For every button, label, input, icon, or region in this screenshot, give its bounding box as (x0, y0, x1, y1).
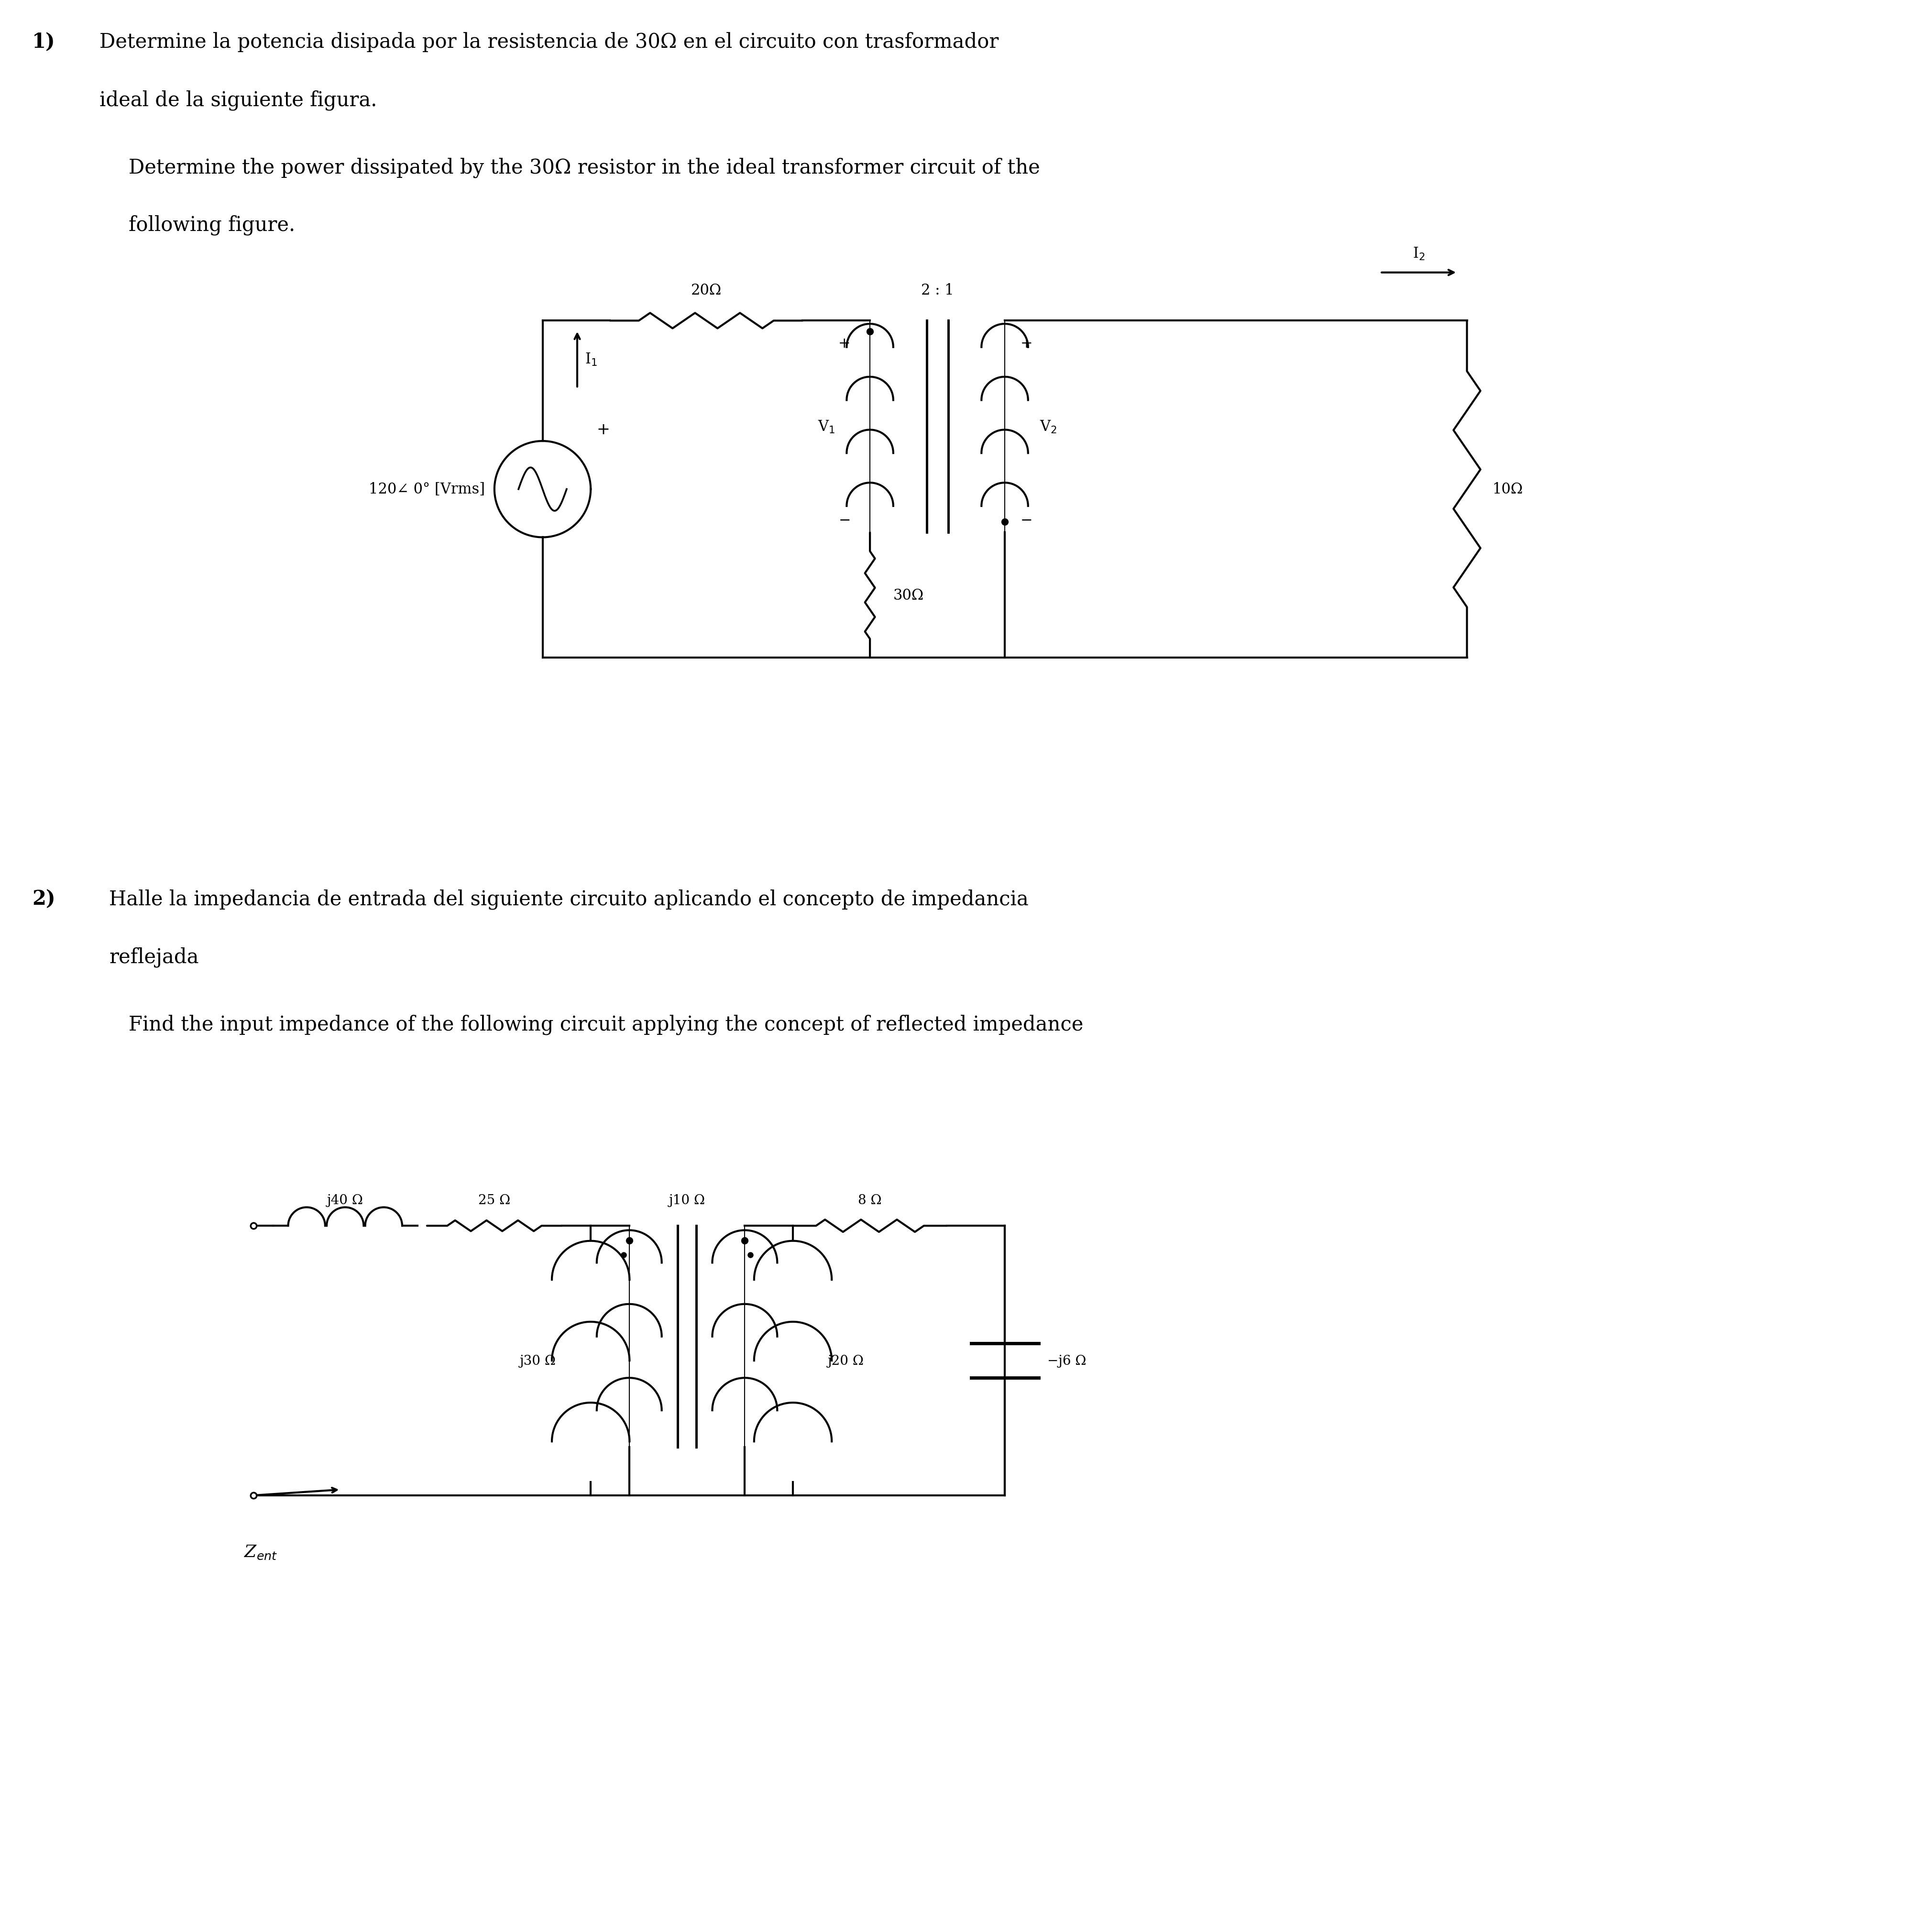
Text: +: + (838, 336, 850, 350)
Text: j40 Ω: j40 Ω (327, 1194, 363, 1208)
Text: −: − (1020, 514, 1032, 527)
Text: Z$_{ent}$: Z$_{ent}$ (243, 1544, 278, 1561)
Text: +: + (1020, 336, 1032, 350)
Text: 30Ω: 30Ω (893, 587, 923, 603)
Text: 1): 1) (33, 33, 56, 52)
Text: I$_1$: I$_1$ (585, 352, 597, 367)
Text: reflejada: reflejada (110, 947, 199, 968)
Text: 8 Ω: 8 Ω (858, 1194, 881, 1208)
Text: Determine la potencia disipada por la resistencia de 30Ω en el circuito con tras: Determine la potencia disipada por la re… (100, 33, 999, 52)
Text: j30 Ω: j30 Ω (520, 1354, 556, 1368)
Text: Find the input impedance of the following circuit applying the concept of reflec: Find the input impedance of the followin… (128, 1014, 1084, 1034)
Text: Determine the power dissipated by the 30Ω resistor in the ideal transformer circ: Determine the power dissipated by the 30… (128, 156, 1039, 178)
Text: 2): 2) (33, 889, 56, 910)
Text: j20 Ω: j20 Ω (827, 1354, 864, 1368)
Text: 2 : 1: 2 : 1 (922, 284, 954, 298)
Text: ideal de la siguiente figura.: ideal de la siguiente figura. (100, 91, 377, 110)
Text: 25 Ω: 25 Ω (479, 1194, 510, 1208)
Text: 20Ω: 20Ω (692, 284, 721, 298)
Text: −: − (838, 514, 850, 527)
Text: −j6 Ω: −j6 Ω (1047, 1354, 1086, 1368)
Text: V$_1$: V$_1$ (817, 419, 835, 435)
Text: +: + (597, 421, 611, 437)
Text: 120∠ 0° [Vrms]: 120∠ 0° [Vrms] (369, 483, 485, 497)
Text: j10 Ω: j10 Ω (668, 1194, 705, 1208)
Text: following figure.: following figure. (128, 214, 296, 236)
Text: I$_2$: I$_2$ (1412, 245, 1424, 261)
Text: V$_2$: V$_2$ (1039, 419, 1057, 435)
Text: Halle la impedancia de entrada del siguiente circuito aplicando el concepto de i: Halle la impedancia de entrada del sigui… (110, 889, 1028, 910)
Text: 10Ω: 10Ω (1492, 483, 1522, 497)
